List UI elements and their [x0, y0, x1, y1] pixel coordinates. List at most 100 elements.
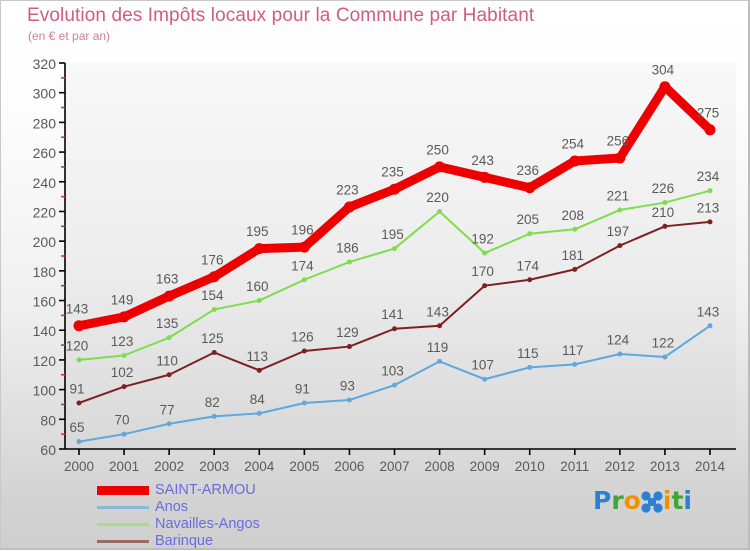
data-point[interactable] [662, 200, 668, 206]
x-axis-tick-label: 2004 [244, 459, 275, 474]
data-point[interactable] [343, 201, 355, 213]
data-point[interactable] [434, 161, 446, 173]
legend-item-1[interactable]: Anos [97, 499, 427, 516]
data-point[interactable] [253, 243, 265, 255]
data-point[interactable] [76, 400, 82, 406]
logo-letter: P [593, 486, 612, 515]
x-axis-tick-label: 2000 [64, 459, 94, 474]
series-group [73, 81, 716, 445]
data-point[interactable] [163, 290, 175, 302]
data-point[interactable] [346, 259, 352, 265]
data-point[interactable] [121, 352, 127, 358]
logo-letter: o [623, 486, 641, 515]
data-point[interactable] [662, 354, 668, 360]
data-label: 236 [516, 163, 539, 178]
data-point[interactable] [479, 171, 491, 183]
data-label: 221 [607, 188, 630, 203]
x-axis-tick-label: 2009 [470, 459, 500, 474]
data-point[interactable] [659, 81, 671, 93]
data-point[interactable] [301, 277, 307, 283]
x-axis-tick-label: 2013 [650, 459, 680, 474]
legend-label: Barinque [155, 533, 214, 549]
data-point[interactable] [527, 364, 533, 370]
data-point[interactable] [166, 335, 172, 341]
data-point[interactable] [437, 358, 443, 364]
data-point[interactable] [707, 188, 713, 194]
data-label: 84 [250, 392, 266, 407]
data-label: 125 [201, 331, 224, 346]
data-point[interactable] [76, 357, 82, 363]
x-axis-tick-label: 2002 [154, 459, 184, 474]
data-point[interactable] [617, 243, 623, 249]
data-point[interactable] [614, 152, 626, 164]
chart-legend: SAINT-ARMOU Anos Navailles-Angos Barinque [97, 482, 427, 550]
data-point[interactable] [301, 400, 307, 406]
data-point[interactable] [482, 376, 488, 382]
data-point[interactable] [572, 361, 578, 367]
proxiti-logo[interactable]: Pro iti [593, 486, 692, 515]
data-point[interactable] [437, 323, 443, 329]
data-label: 102 [111, 365, 134, 380]
data-point[interactable] [527, 277, 533, 283]
data-label: 82 [205, 395, 220, 410]
data-point[interactable] [704, 124, 716, 136]
data-label: 163 [156, 272, 179, 287]
data-point[interactable] [211, 413, 217, 419]
data-point[interactable] [256, 410, 262, 416]
data-point[interactable] [166, 421, 172, 427]
data-label: 149 [111, 292, 134, 307]
data-point[interactable] [572, 226, 578, 232]
data-label: 243 [471, 153, 494, 168]
data-point[interactable] [121, 431, 127, 437]
data-point[interactable] [527, 231, 533, 237]
data-label: 124 [607, 332, 630, 347]
data-point[interactable] [524, 182, 536, 194]
data-point[interactable] [298, 241, 310, 253]
data-point[interactable] [73, 320, 85, 332]
data-point[interactable] [482, 250, 488, 256]
data-point[interactable] [392, 246, 397, 252]
data-point[interactable] [256, 367, 262, 373]
data-label: 93 [340, 379, 355, 394]
legend-swatch [97, 506, 149, 509]
data-label: 226 [652, 181, 675, 196]
data-point[interactable] [707, 323, 713, 329]
data-point[interactable] [617, 207, 623, 213]
data-label: 123 [111, 334, 134, 349]
data-point[interactable] [389, 183, 400, 195]
data-point[interactable] [76, 439, 82, 445]
data-label: 197 [607, 224, 630, 239]
x-axis-tick-label: 2008 [425, 459, 455, 474]
plot-background [65, 63, 736, 449]
data-point[interactable] [437, 208, 443, 214]
data-point[interactable] [301, 348, 307, 354]
data-point[interactable] [211, 306, 217, 312]
data-point[interactable] [392, 382, 397, 388]
data-point[interactable] [346, 344, 352, 350]
data-point[interactable] [482, 283, 488, 289]
data-point[interactable] [166, 372, 172, 378]
y-axis-tick-label: 180 [33, 264, 57, 280]
data-point[interactable] [256, 298, 262, 304]
legend-label: Anos [155, 499, 189, 515]
data-point[interactable] [707, 219, 713, 225]
data-label: 65 [69, 420, 84, 435]
legend-item-2[interactable]: Navailles-Angos [97, 516, 427, 533]
legend-item-0[interactable]: SAINT-ARMOU [97, 482, 427, 499]
data-point[interactable] [208, 271, 220, 283]
data-point[interactable] [617, 351, 623, 357]
legend-item-3[interactable]: Barinque [97, 533, 427, 550]
data-point[interactable] [211, 350, 217, 355]
data-point[interactable] [662, 223, 668, 229]
data-point[interactable] [121, 384, 127, 390]
data-label: 122 [652, 335, 675, 350]
data-point[interactable] [572, 266, 578, 272]
x-axis-tick-label: 2011 [560, 459, 589, 474]
data-point[interactable] [118, 311, 130, 323]
data-point[interactable] [346, 397, 352, 403]
data-point[interactable] [392, 326, 397, 332]
data-point[interactable] [569, 155, 581, 167]
data-label: 196 [291, 223, 314, 238]
